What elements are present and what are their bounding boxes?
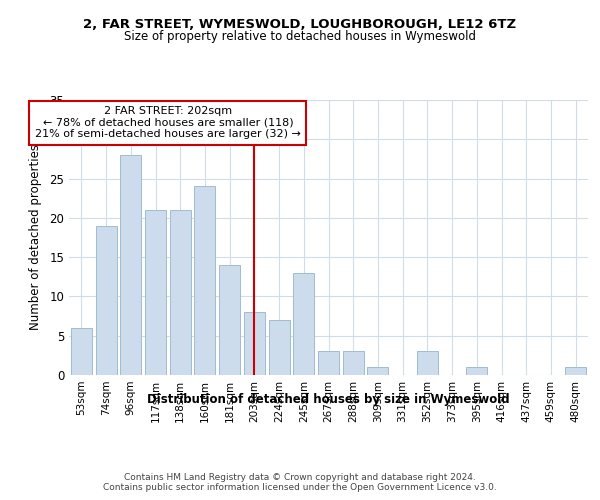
Bar <box>318 352 339 375</box>
Bar <box>269 320 290 375</box>
Text: 2, FAR STREET, WYMESWOLD, LOUGHBOROUGH, LE12 6TZ: 2, FAR STREET, WYMESWOLD, LOUGHBOROUGH, … <box>83 18 517 30</box>
Text: 2 FAR STREET: 202sqm
← 78% of detached houses are smaller (118)
21% of semi-deta: 2 FAR STREET: 202sqm ← 78% of detached h… <box>35 106 301 140</box>
Bar <box>120 155 141 375</box>
Bar <box>170 210 191 375</box>
Bar <box>293 273 314 375</box>
Bar <box>565 367 586 375</box>
Bar <box>244 312 265 375</box>
Bar <box>367 367 388 375</box>
Y-axis label: Number of detached properties: Number of detached properties <box>29 144 43 330</box>
Text: Contains HM Land Registry data © Crown copyright and database right 2024.
Contai: Contains HM Land Registry data © Crown c… <box>103 472 497 492</box>
Bar <box>417 352 438 375</box>
Text: Distribution of detached houses by size in Wymeswold: Distribution of detached houses by size … <box>148 392 510 406</box>
Bar <box>145 210 166 375</box>
Bar <box>71 328 92 375</box>
Bar <box>194 186 215 375</box>
Bar <box>466 367 487 375</box>
Bar <box>95 226 116 375</box>
Text: Size of property relative to detached houses in Wymeswold: Size of property relative to detached ho… <box>124 30 476 43</box>
Bar <box>343 352 364 375</box>
Bar <box>219 265 240 375</box>
